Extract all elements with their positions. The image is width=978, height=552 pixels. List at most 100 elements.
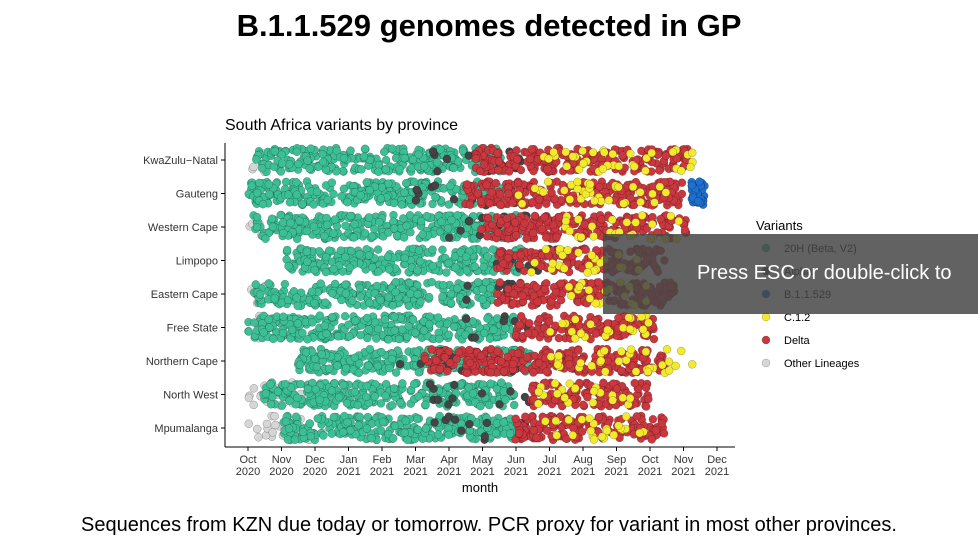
slide-caption: Sequences from KZN due today or tomorrow… [81,514,897,536]
data-point [390,326,399,335]
data-point [427,345,436,354]
data-point [432,356,441,365]
data-point [495,190,505,199]
data-point [534,195,544,204]
data-point [312,187,322,197]
data-point [323,195,332,205]
data-point [271,420,280,430]
data-point [329,189,338,199]
data-point [313,414,322,423]
x-axis-ticks: Oct2020Nov2020Dec2020Jan2021Feb2021Mar20… [236,447,729,478]
data-point [373,361,383,371]
data-point [355,283,365,293]
data-point [575,282,584,291]
fullscreen-exit-notice[interactable]: Press ESC or double-click to [603,234,978,314]
data-point [442,268,451,277]
data-point [494,165,503,175]
data-point [377,347,386,357]
data-point [253,212,262,222]
data-point [688,360,697,369]
data-point [522,353,532,362]
data-point [641,383,651,392]
data-point [353,400,362,410]
data-point [270,412,279,421]
data-point [412,185,421,195]
data-point [433,167,442,176]
data-point [281,177,291,187]
fullscreen-exit-text: Press ESC or double-click to [697,262,952,284]
x-axis-label: month [462,480,498,495]
data-point [512,230,521,240]
data-point [281,379,290,389]
data-point [648,415,658,424]
data-point [404,301,413,310]
data-point [614,161,623,171]
data-point [631,367,641,376]
data-point [444,200,454,209]
data-point [389,434,398,443]
data-point [516,279,525,289]
data-point [543,177,553,187]
data-point [662,345,672,354]
data-point [454,157,463,166]
x-tick-month: Jan [340,454,358,466]
data-point [327,386,337,395]
data-point [390,312,399,321]
data-point [666,211,675,221]
data-point [318,149,327,159]
data-point [279,312,288,321]
data-point [330,215,340,224]
data-point [390,224,399,233]
data-point [644,318,653,327]
data-point [321,298,330,307]
data-point [357,165,366,174]
data-point [400,253,409,263]
data-point [554,333,563,343]
data-point [604,196,614,205]
data-point [257,163,267,173]
data-point [403,435,412,445]
data-point [601,367,610,376]
data-point [470,333,480,342]
data-point [622,412,631,421]
data-point [641,347,651,356]
data-point [376,194,386,203]
data-point [303,156,312,165]
data-point [635,428,644,438]
data-point [377,183,387,192]
data-point [438,245,447,255]
data-point [389,384,399,393]
data-point [433,313,443,322]
x-tick-year: 2021 [604,466,628,478]
data-point [553,360,562,369]
data-point [542,233,551,242]
data-point [390,421,400,431]
data-point [413,266,422,275]
data-point [624,313,633,322]
data-point [535,314,544,324]
data-point [527,144,536,154]
data-point [609,430,618,440]
data-point [355,412,364,421]
data-point [509,299,518,308]
data-point [540,212,549,222]
data-point [650,198,659,207]
data-point [264,279,273,288]
data-point [506,387,515,396]
data-point [310,265,319,275]
data-point [558,319,567,328]
data-point [412,347,421,356]
data-point [356,190,365,200]
data-point [388,144,397,153]
data-point [574,215,583,224]
x-tick-month: Mar [406,454,425,466]
data-point [476,402,485,411]
data-point [516,250,525,260]
data-point [509,359,518,369]
data-point [249,400,258,410]
data-point [428,261,437,271]
data-point [345,332,354,341]
data-point [648,220,657,229]
data-point [525,319,534,328]
x-tick-year: 2021 [537,466,561,478]
